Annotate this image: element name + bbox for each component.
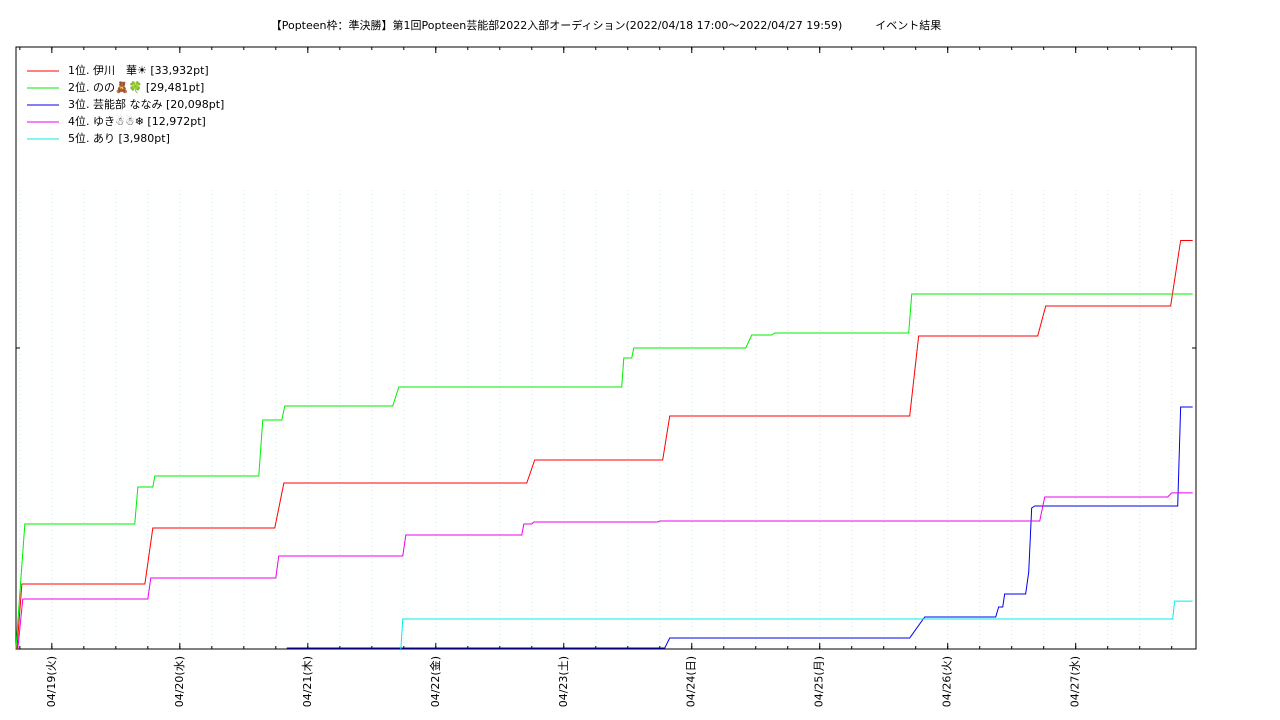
series-line	[286, 406, 1193, 649]
legend-label: 2位. のの🧸🍀 [29,481pt]	[68, 80, 204, 94]
legend-label: 3位. 芸能部 ななみ [20,098pt]	[68, 97, 224, 111]
x-tick-label: 04/23(土)	[557, 656, 570, 707]
x-tick-label: 04/20(水)	[173, 656, 186, 707]
plot-frame	[15, 46, 1197, 650]
series-line	[15, 293, 1193, 650]
x-tick-label: 04/26(火)	[941, 656, 954, 707]
legend-label: 5位. あり [3,980pt]	[68, 131, 170, 145]
legend-label: 4位. ゆき☃☃❄ [12,972pt]	[68, 114, 206, 128]
x-tick-label: 04/19(火)	[45, 656, 58, 707]
x-tick-label: 04/21(木)	[301, 656, 314, 707]
series-line	[17, 492, 1193, 650]
series-line	[400, 600, 1193, 650]
x-tick-label: 04/25(月)	[813, 656, 826, 707]
x-tick-label: 04/24(日)	[685, 656, 698, 707]
x-tick-label: 04/27(水)	[1069, 656, 1082, 707]
series-line	[16, 239, 1193, 650]
legend-label: 1位. 伊川 華☀ [33,932pt]	[68, 63, 209, 77]
x-tick-label: 04/22(金)	[428, 656, 442, 707]
chart-title: 【Popteen枠：準決勝】第1回Popteen芸能部2022入部オーディション…	[271, 18, 942, 32]
